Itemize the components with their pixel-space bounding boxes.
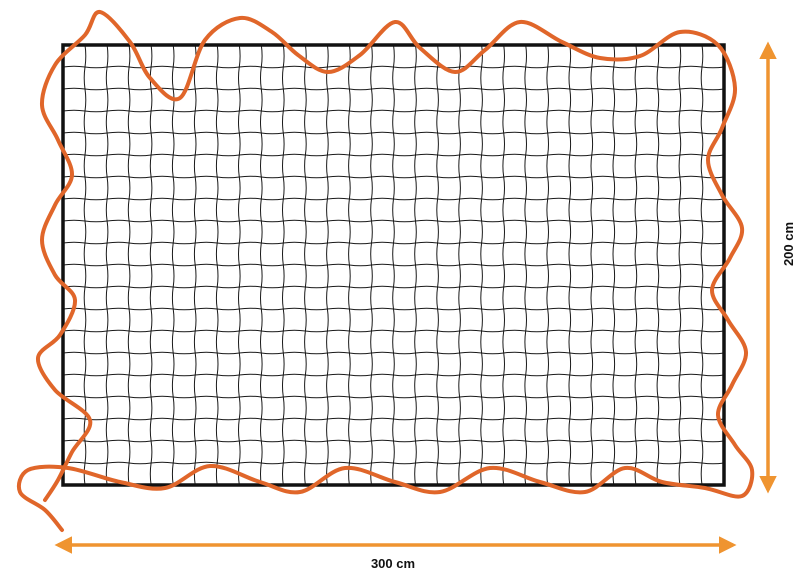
- mesh-horizontal-strand: [62, 329, 725, 333]
- mesh-horizontal-strand: [62, 263, 725, 267]
- mesh-horizontal-strand: [62, 307, 725, 311]
- mesh-horizontal-strand: [62, 131, 725, 135]
- mesh-horizontal-strand: [62, 153, 725, 157]
- height-label: 200 cm: [781, 222, 795, 266]
- mesh-horizontal-strand: [62, 351, 725, 355]
- mesh-horizontal-strand: [62, 373, 725, 377]
- mesh-horizontal-strand: [62, 65, 725, 69]
- mesh-horizontal-strand: [62, 285, 725, 289]
- mesh-horizontal-strand: [62, 461, 725, 465]
- net-mesh: [62, 44, 725, 486]
- mesh-horizontal-strand: [62, 417, 725, 421]
- width-label: 300 cm: [371, 556, 415, 571]
- mesh-horizontal-strand: [62, 109, 725, 113]
- mesh-horizontal-strand: [62, 87, 725, 91]
- bungee-cord: [16, 10, 755, 532]
- mesh-horizontal-strand: [62, 241, 725, 245]
- mesh-horizontal-strand: [62, 439, 725, 443]
- mesh-horizontal-strand: [62, 395, 725, 399]
- mesh-horizontal-strand: [62, 219, 725, 223]
- mesh-horizontal-strand: [62, 197, 725, 201]
- mesh-horizontal-strand: [62, 175, 725, 179]
